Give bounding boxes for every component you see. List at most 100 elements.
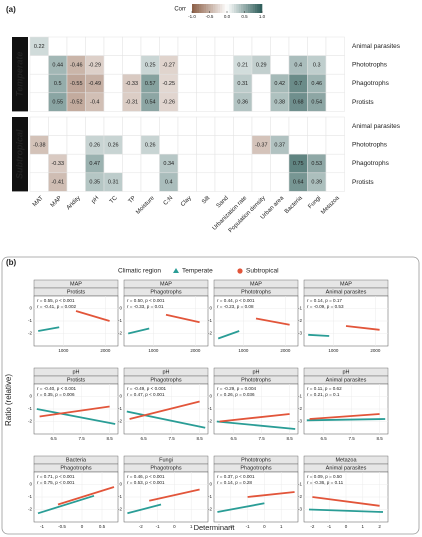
stats-label: r = 0.21, p = 0.1: [307, 392, 340, 397]
cell-label: 0.4: [165, 180, 173, 186]
strip-label: pH: [342, 370, 349, 376]
y-tick-label: 0: [119, 482, 122, 487]
empty-cell: [122, 172, 142, 192]
strip-label: pH: [252, 370, 259, 376]
strip-label: Phototrophs: [241, 378, 271, 384]
colorbar-slice: [199, 4, 202, 13]
x-tick-label: -0.5: [58, 524, 66, 529]
strip-label: Animal parasites: [326, 466, 367, 472]
cell-label: 0.39: [311, 180, 322, 186]
y-axis-title: Ratio (relative): [4, 374, 13, 426]
empty-cell: [325, 116, 345, 136]
strip-label: Phagotrophs: [150, 466, 181, 472]
y-tick-label: -2: [298, 318, 302, 323]
cell-label: 0.21: [237, 62, 248, 68]
cell-label: -0.31: [125, 100, 138, 106]
cell-label: 0.25: [145, 62, 156, 68]
empty-cell: [29, 153, 49, 174]
empty-cell: [325, 135, 345, 155]
strip-label: Phagotrophs: [240, 466, 271, 472]
colorbar-slice: [229, 4, 232, 13]
legend-label: Temperate: [182, 268, 213, 275]
fit-line: [216, 420, 296, 430]
stats-label: r = 0.50, p < 0.001: [127, 298, 165, 303]
y-tick-label: -1: [118, 318, 122, 323]
empty-cell: [177, 73, 197, 94]
stats-label: r = 0.14, p = 0.17: [307, 298, 342, 303]
strip-label: Animal parasites: [326, 378, 367, 384]
x-tick-label: 6.5: [230, 436, 237, 441]
colorbar-tick-label: 1.0: [259, 14, 266, 19]
cell-label: 0.3: [313, 62, 321, 68]
fit-line: [149, 488, 200, 502]
x-tick-label: 8.5: [376, 436, 383, 441]
fit-line: [127, 503, 162, 515]
stats-label: r = 0.26, p = 0.036: [217, 392, 255, 397]
group-label: Subtropical: [14, 129, 24, 179]
empty-cell: [29, 55, 49, 75]
fit-line: [57, 486, 115, 506]
stats-label: r = 0.55, p < 0.001: [37, 298, 75, 303]
y-tick-label: -1: [208, 318, 212, 323]
empty-cell: [103, 36, 123, 56]
stats-label: r = 0.75, p < 0.001: [37, 480, 75, 485]
empty-cell: [196, 36, 216, 56]
column-label: MAP: [50, 195, 63, 208]
colorbar-slice: [220, 4, 223, 13]
empty-cell: [66, 135, 86, 155]
cell-label: -0.46: [70, 62, 83, 68]
fit-line: [217, 502, 265, 513]
y-tick-label: 0: [209, 394, 212, 399]
empty-cell: [140, 36, 160, 56]
colorbar-slice: [210, 4, 214, 13]
empty-cell: [85, 116, 105, 136]
fit-line: [345, 325, 380, 331]
column-label: Metazoa: [320, 195, 341, 216]
fit-line: [38, 326, 60, 332]
x-tick-label: 1: [280, 524, 283, 529]
empty-cell: [233, 135, 253, 155]
empty-cell: [325, 153, 345, 174]
cell-label: 0.7: [294, 81, 302, 87]
strip-label: Phagotrophs: [150, 290, 181, 296]
empty-cell: [29, 116, 49, 136]
y-tick-label: -2: [28, 419, 32, 424]
stats-label: r = -0.33, p = 0.01: [127, 304, 164, 309]
column-label: Sand: [216, 195, 230, 209]
y-tick-label: -2: [298, 406, 302, 411]
y-tick-label: 0: [209, 482, 212, 487]
empty-cell: [29, 172, 49, 192]
y-tick-label: -2: [118, 331, 122, 336]
empty-cell: [103, 55, 123, 75]
cell-label: 0.64: [293, 180, 304, 186]
empty-cell: [159, 135, 179, 155]
x-tick-label: 0: [81, 524, 84, 529]
cell-label: 0.34: [163, 161, 174, 167]
cell-label: 0.4: [294, 62, 302, 68]
strip-label: MAP: [160, 282, 172, 288]
column-label: Fungi: [307, 195, 322, 210]
cell-label: -0.55: [70, 81, 83, 87]
group-label: Temperate: [14, 52, 24, 97]
fit-line: [247, 491, 295, 498]
cell-label: 0.54: [145, 100, 156, 106]
empty-cell: [325, 92, 345, 112]
colorbar-slice: [227, 4, 230, 13]
empty-cell: [270, 172, 290, 192]
fit-line: [126, 410, 206, 429]
colorbar-slice: [248, 4, 251, 13]
x-tick-label: 0: [263, 524, 266, 529]
row-label: Protists: [352, 179, 374, 186]
colorbar-slice: [231, 4, 235, 13]
empty-cell: [307, 36, 327, 56]
column-label: pH: [91, 195, 101, 205]
empty-cell: [214, 153, 234, 174]
empty-cell: [122, 153, 142, 174]
y-tick-label: -1: [118, 406, 122, 411]
column-label: MAT: [32, 195, 45, 208]
legend-marker: [237, 268, 243, 274]
empty-cell: [214, 116, 234, 136]
fit-line: [127, 327, 150, 335]
x-tick-label: 7.5: [258, 436, 265, 441]
